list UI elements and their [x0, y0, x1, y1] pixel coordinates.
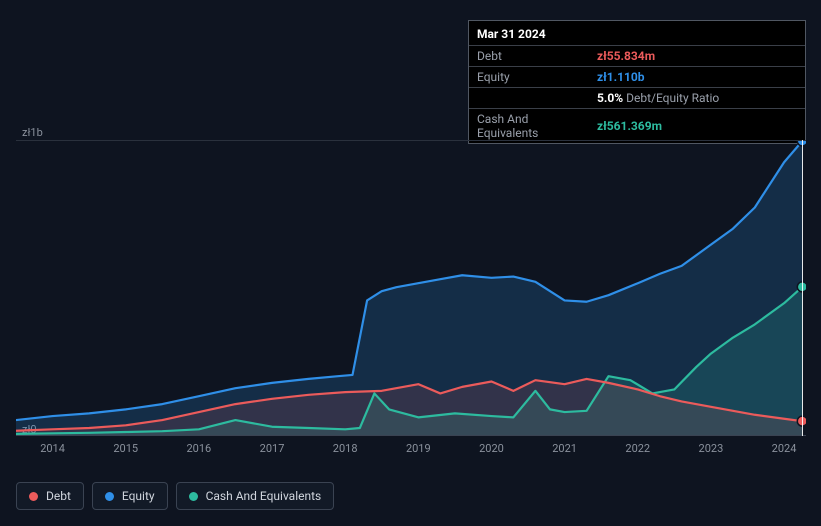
- tooltip-row-debt: Debt zł55.834m: [469, 46, 805, 67]
- tooltip-label: Cash And Equivalents: [469, 109, 589, 144]
- chart-tooltip: Mar 31 2024 Debt zł55.834m Equity zł1.11…: [468, 20, 806, 144]
- tooltip-value-cash: zł561.369m: [589, 109, 805, 144]
- tooltip-ratio: 5.0% Debt/Equity Ratio: [589, 88, 805, 109]
- legend-label: Equity: [122, 489, 155, 503]
- tooltip-date: Mar 31 2024: [469, 21, 805, 45]
- legend-item-equity[interactable]: Equity: [92, 482, 168, 510]
- xaxis-tick: 2016: [186, 442, 211, 455]
- legend-item-cash[interactable]: Cash And Equivalents: [176, 482, 335, 510]
- tooltip-label: Equity: [469, 67, 589, 88]
- legend-label: Debt: [46, 489, 71, 503]
- legend-item-debt[interactable]: Debt: [16, 482, 84, 510]
- tooltip-row-equity: Equity zł1.110b: [469, 67, 805, 88]
- chart-plot[interactable]: [16, 140, 806, 436]
- xaxis-tick: 2014: [40, 442, 65, 455]
- cash-color-dot: [189, 492, 198, 501]
- equity-color-dot: [105, 492, 114, 501]
- xaxis-tick: 2021: [552, 442, 577, 455]
- tooltip-row-ratio: 5.0% Debt/Equity Ratio: [469, 88, 805, 109]
- chart-container: Mar 31 2024 Debt zł55.834m Equity zł1.11…: [0, 0, 821, 526]
- tooltip-value-debt: zł55.834m: [589, 46, 805, 67]
- tooltip-ratio-pct: 5.0%: [597, 91, 623, 105]
- chart-hover-line: [802, 140, 803, 436]
- tooltip-label: Debt: [469, 46, 589, 67]
- xaxis-tick: 2023: [699, 442, 724, 455]
- xaxis: 2014 2015 2016 2017 2018 2019 2020 2021 2022 2023…: [16, 442, 806, 460]
- xaxis-tick: 2018: [333, 442, 358, 455]
- debt-color-dot: [29, 492, 38, 501]
- xaxis-tick: 2019: [406, 442, 431, 455]
- xaxis-tick: 2024: [772, 442, 797, 455]
- chart-legend: Debt Equity Cash And Equivalents: [16, 482, 334, 510]
- xaxis-tick: 2022: [625, 442, 650, 455]
- xaxis-tick: 2015: [113, 442, 138, 455]
- tooltip-row-cash: Cash And Equivalents zł561.369m: [469, 109, 805, 144]
- tooltip-value-equity: zł1.110b: [589, 67, 805, 88]
- tooltip-label: [469, 88, 589, 109]
- yaxis-label-top: zł1b: [22, 126, 43, 139]
- chart-svg: [16, 141, 806, 436]
- xaxis-tick: 2020: [479, 442, 504, 455]
- tooltip-table: Debt zł55.834m Equity zł1.110b 5.0% Debt…: [469, 45, 805, 143]
- tooltip-ratio-label: Debt/Equity Ratio: [626, 91, 719, 105]
- xaxis-tick: 2017: [260, 442, 285, 455]
- legend-label: Cash And Equivalents: [206, 489, 322, 503]
